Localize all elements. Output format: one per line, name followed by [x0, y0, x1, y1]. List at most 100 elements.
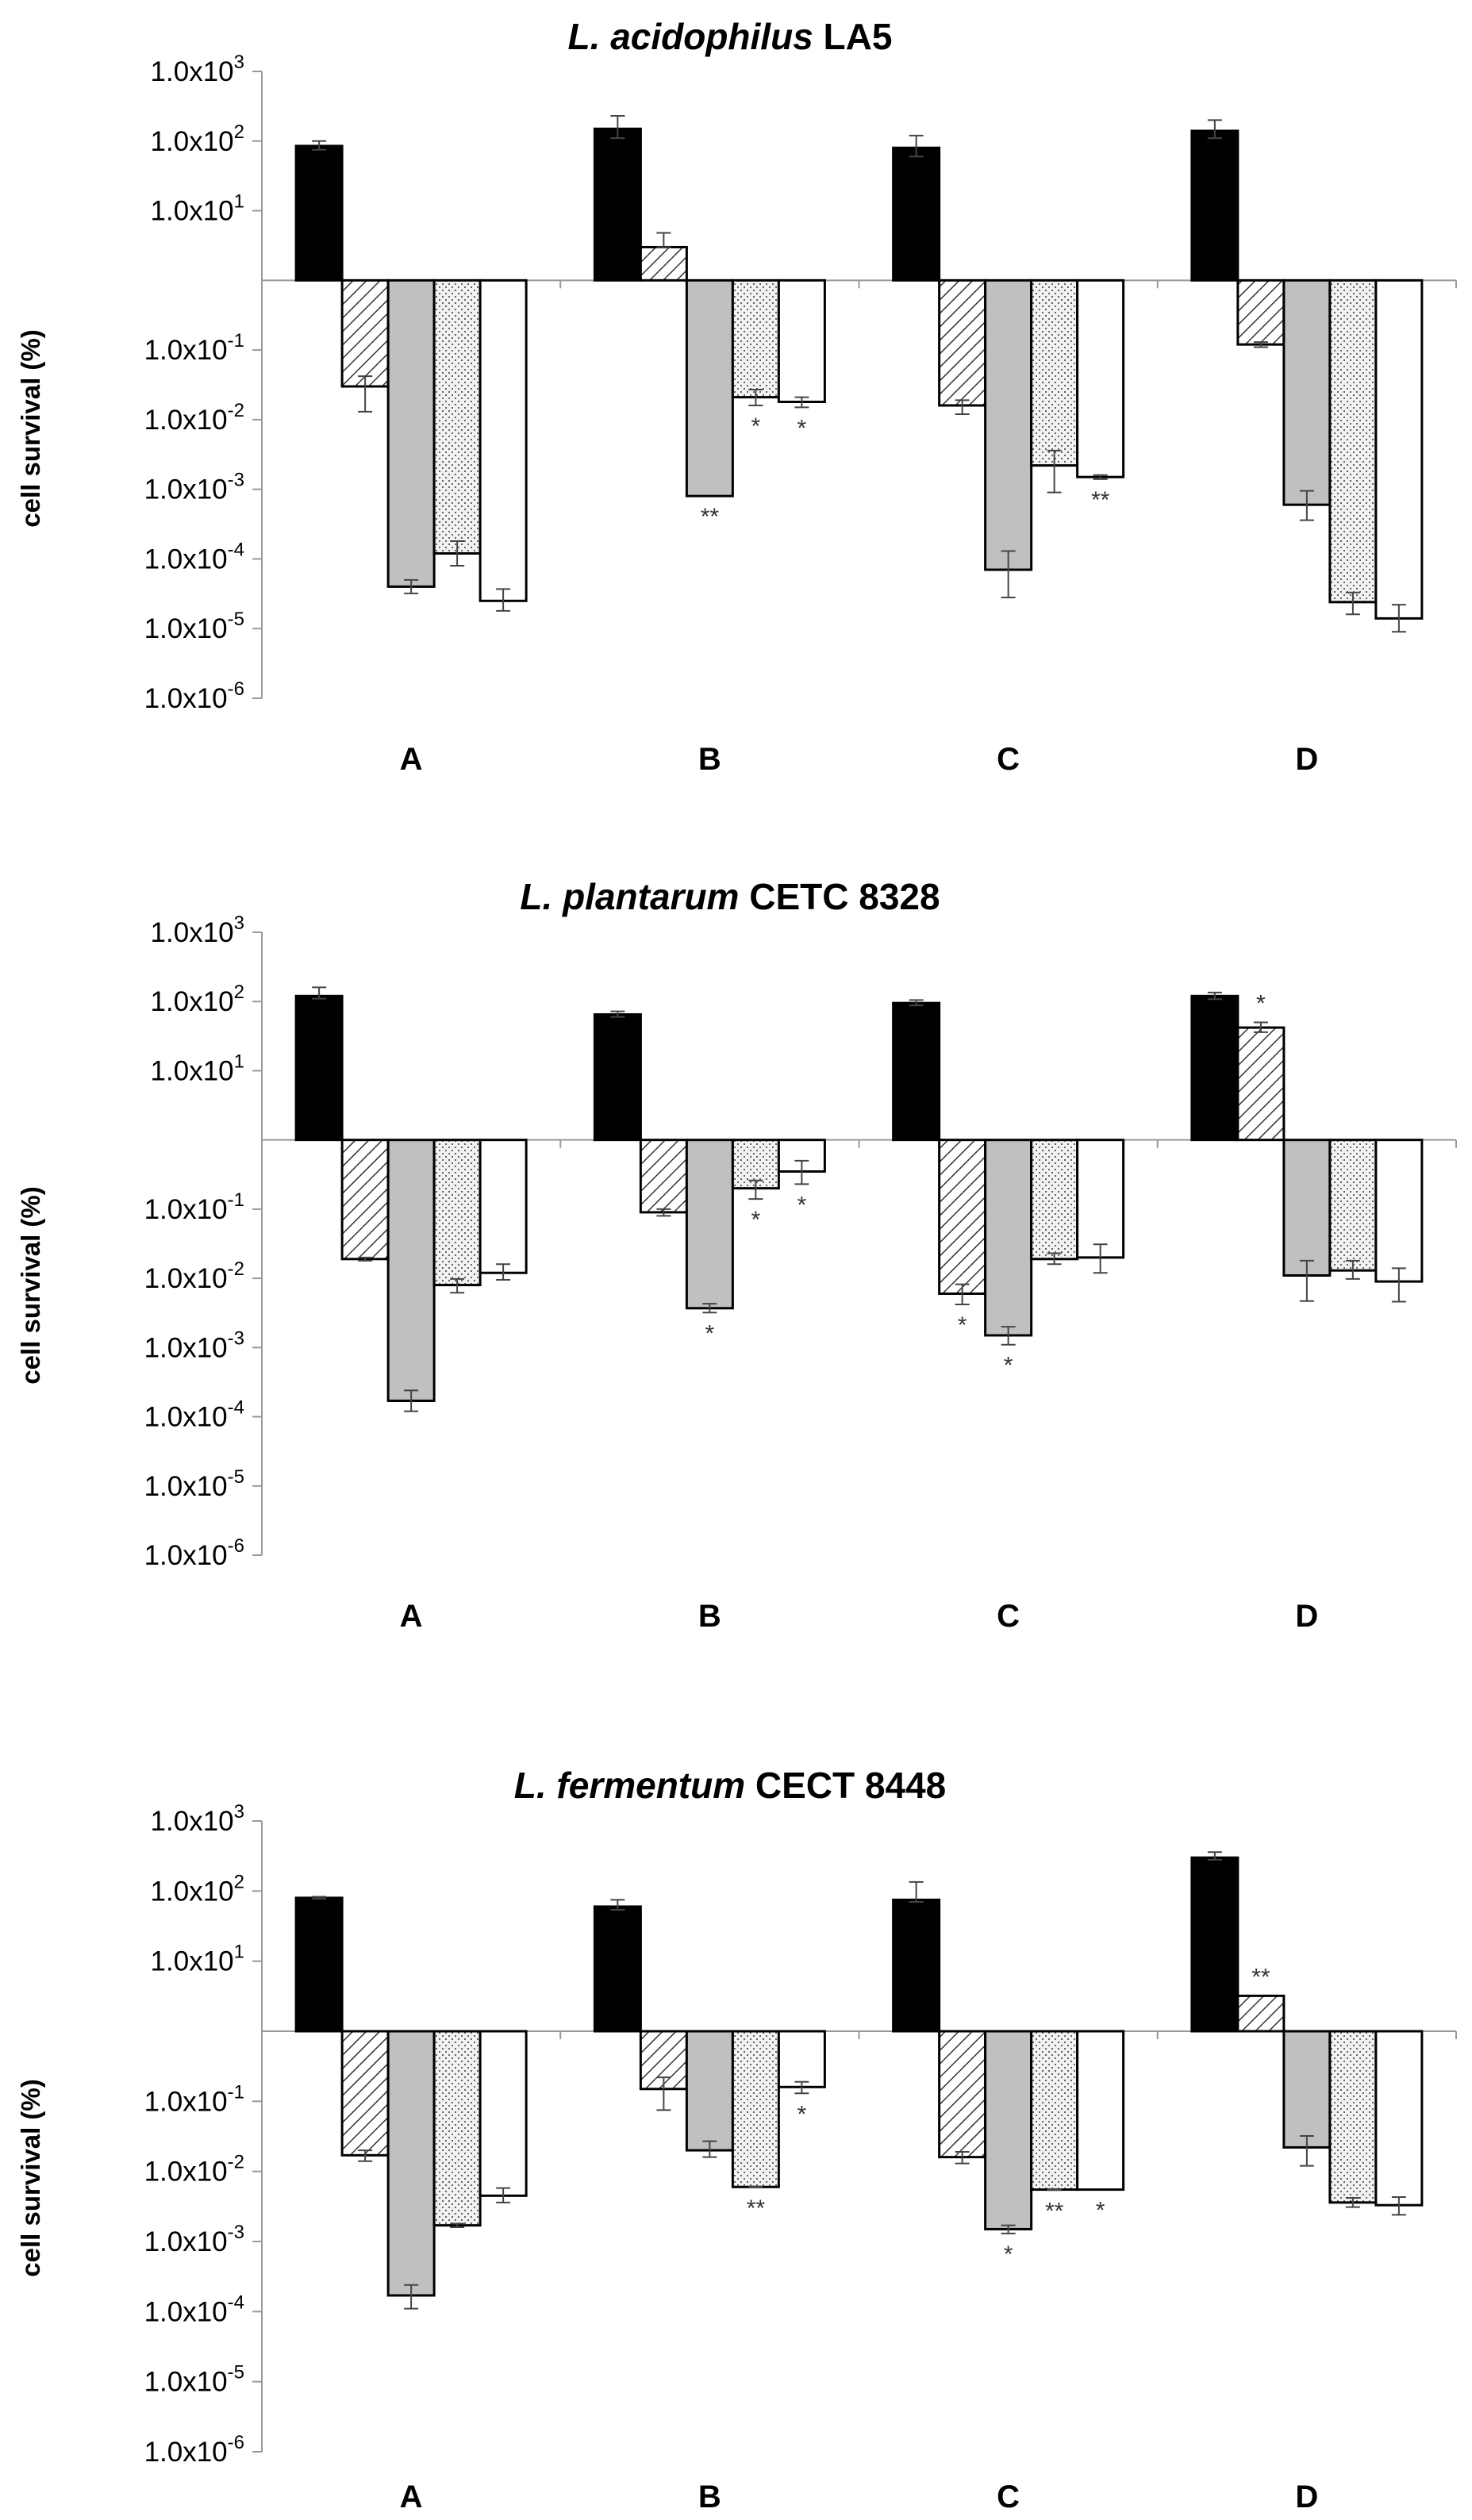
significance-marker: *	[1004, 1353, 1013, 1379]
y-ticks: 1.0x1031.0x1021.0x1011.0x10-11.0x10-21.0…	[144, 912, 262, 1571]
y-tick-exponent: -5	[228, 609, 244, 630]
y-tick-base: 1.0x10	[151, 1946, 234, 1977]
significance-marker: **	[1045, 2198, 1064, 2224]
y-tick-exponent: 3	[234, 1801, 244, 1823]
y-tick-label: 1.0x101	[151, 1942, 244, 1977]
y-tick-exponent: -1	[228, 1189, 244, 1211]
bar	[1190, 1856, 1239, 2033]
bar	[478, 2030, 528, 2197]
bar	[685, 2030, 734, 2152]
bar	[1076, 279, 1125, 478]
significance-marker: *	[751, 1207, 761, 1233]
y-tick-exponent: -6	[228, 1535, 244, 1557]
category-label: A	[400, 1599, 423, 1634]
bar	[1030, 1139, 1079, 1261]
y-tick-base: 1.0x10	[144, 2367, 228, 2398]
significance-marker: *	[705, 1320, 715, 1346]
bar	[386, 2030, 436, 2297]
bar	[1030, 2030, 1079, 2192]
significance-marker: *	[1096, 2198, 1105, 2224]
bar	[938, 1139, 987, 1295]
bar	[892, 1001, 941, 1142]
bar	[938, 2030, 987, 2159]
y-tick-exponent: -4	[228, 1397, 244, 1419]
bar	[1236, 1026, 1286, 1142]
category-label: C	[997, 742, 1020, 777]
y-tick-label: 1.0x10-6	[144, 2432, 244, 2468]
bar	[639, 245, 688, 282]
y-tick-label: 1.0x102	[151, 981, 244, 1017]
bar	[1236, 1994, 1286, 2033]
y-axis-label: cell survival (%)	[16, 329, 45, 527]
bar	[294, 994, 344, 1142]
category-label: B	[698, 2480, 721, 2514]
bar	[892, 1898, 941, 2033]
y-tick-label: 1.0x103	[151, 52, 244, 87]
y-tick-base: 1.0x10	[144, 1194, 228, 1225]
bar	[593, 1905, 642, 2033]
bar	[731, 2030, 780, 2188]
y-tick-label: 1.0x10-3	[144, 470, 244, 505]
bar	[1374, 279, 1424, 620]
bar	[984, 1139, 1033, 1337]
significance-marker: *	[797, 1192, 807, 1218]
y-tick-exponent: -1	[228, 330, 244, 351]
y-tick-exponent: -5	[228, 1466, 244, 1488]
bar	[1076, 1139, 1125, 1259]
y-tick-exponent: 1	[234, 1942, 244, 1963]
chart-title: L. acidophilus LA5	[568, 16, 893, 57]
significance-marker: *	[1256, 990, 1266, 1016]
y-tick-base: 1.0x10	[144, 544, 228, 574]
y-tick-base: 1.0x10	[144, 613, 228, 644]
category-label: B	[698, 1599, 721, 1634]
y-tick-exponent: -4	[228, 2291, 244, 2313]
y-ticks: 1.0x1031.0x1021.0x1011.0x10-11.0x10-21.0…	[144, 52, 262, 714]
bar	[1282, 1139, 1332, 1277]
y-tick-label: 1.0x101	[151, 1051, 244, 1086]
y-tick-base: 1.0x10	[144, 2226, 228, 2257]
y-tick-label: 1.0x10-2	[144, 400, 244, 436]
y-tick-base: 1.0x10	[144, 474, 228, 505]
y-tick-label: 1.0x10-4	[144, 1397, 244, 1433]
bar	[892, 146, 941, 282]
bar	[1328, 279, 1378, 604]
bars: ****** ***	[294, 1851, 1424, 2310]
y-tick-exponent: 1	[234, 1051, 244, 1072]
bar	[1282, 279, 1332, 506]
y-tick-exponent: -4	[228, 539, 244, 560]
bar	[478, 1139, 528, 1274]
y-tick-exponent: -2	[228, 1258, 244, 1280]
y-tick-exponent: 1	[234, 191, 244, 213]
y-tick-exponent: -1	[228, 2081, 244, 2103]
y-ticks: 1.0x1031.0x1021.0x1011.0x10-11.0x10-21.0…	[144, 1801, 262, 2468]
y-tick-label: 1.0x10-5	[144, 609, 244, 644]
y-tick-base: 1.0x10	[144, 1263, 228, 1294]
y-tick-base: 1.0x10	[144, 2296, 228, 2327]
y-tick-label: 1.0x10-3	[144, 2222, 244, 2257]
y-tick-base: 1.0x10	[151, 917, 234, 948]
chart-title-species: L. plantarum	[520, 876, 739, 917]
category-label: C	[997, 1599, 1020, 1634]
x-categories: A B C D	[400, 742, 1319, 777]
bar	[1374, 1139, 1424, 1283]
y-tick-exponent: -2	[228, 400, 244, 421]
bar	[432, 1139, 482, 1287]
bar	[685, 1139, 734, 1310]
y-tick-label: 1.0x10-6	[144, 678, 244, 714]
bar	[984, 2030, 1033, 2230]
y-tick-base: 1.0x10	[151, 1806, 234, 1837]
y-tick-exponent: 2	[234, 981, 244, 1003]
y-tick-exponent: 2	[234, 121, 244, 143]
bar	[386, 1139, 436, 1402]
y-tick-base: 1.0x10	[144, 335, 228, 366]
y-tick-label: 1.0x10-2	[144, 1258, 244, 1294]
y-tick-label: 1.0x10-5	[144, 1466, 244, 1502]
y-tick-label: 1.0x10-4	[144, 2291, 244, 2327]
y-tick-label: 1.0x10-4	[144, 539, 244, 574]
y-tick-base: 1.0x10	[151, 1055, 234, 1086]
y-tick-base: 1.0x10	[144, 1471, 228, 1502]
y-tick-label: 1.0x103	[151, 1801, 244, 1837]
bar	[1236, 279, 1286, 346]
significance-marker: *	[1004, 2241, 1013, 2268]
y-tick-exponent: -3	[228, 1327, 244, 1349]
